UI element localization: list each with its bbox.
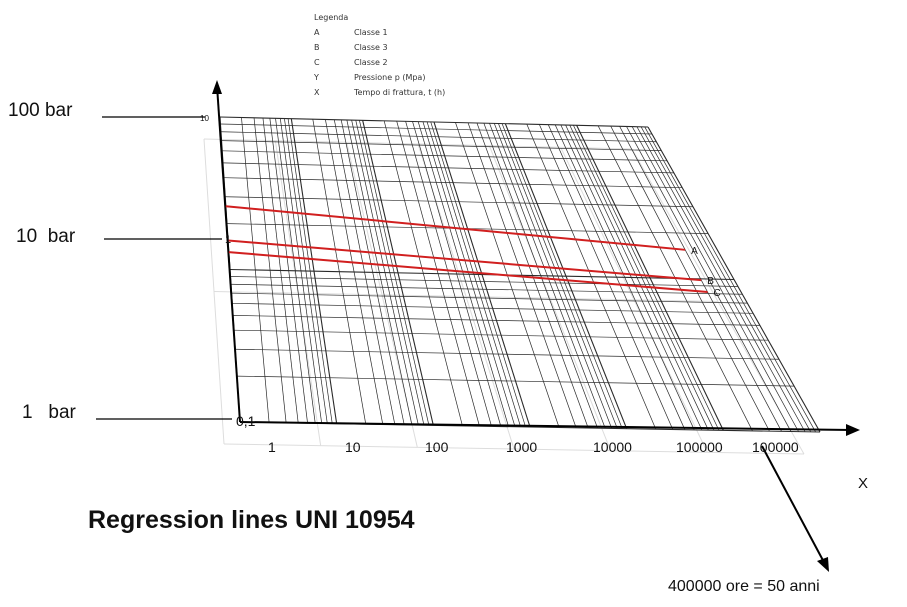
y-grid-line [236, 375, 795, 387]
y-grid-line [223, 177, 683, 189]
y-grid-line [223, 162, 674, 174]
y-grid-line [229, 268, 735, 281]
legend-text: Classe 2 [354, 58, 388, 67]
pressure-label-10-bar: 10 bar [16, 226, 76, 247]
y-axis-arrowhead [212, 80, 222, 94]
x-tick-label: 1 [268, 439, 276, 455]
pressure-label-100-bar: 100 bar [8, 100, 73, 121]
regression-line-c [228, 251, 708, 293]
y-grid-line [219, 116, 649, 128]
legend-text: Pressione p (Mpa) [354, 73, 426, 82]
x-tick-label: 100000 [676, 439, 723, 455]
x-tick-label: 100 [425, 439, 449, 455]
y-grid-line [221, 140, 662, 151]
x-tick-label: 10 [345, 439, 361, 455]
regression-line-b [228, 239, 702, 282]
y-grid-line [233, 329, 769, 341]
chart-title: Regression lines UNI 10954 [88, 506, 415, 534]
legend-row: C Classe 2 [314, 55, 445, 70]
y-grid-line [225, 196, 693, 208]
legend: Legenda A Classe 1 B Classe 3 C Classe 2… [314, 10, 445, 100]
shadow-grid-line [223, 443, 805, 455]
regression-line-a [225, 205, 686, 251]
time-arrow-head [817, 557, 829, 572]
legend-title: Legenda [314, 13, 349, 22]
y-tick-label: 10 [200, 114, 209, 123]
regression-series: A BC [225, 205, 721, 299]
legend-row: A Classe 1 [314, 25, 445, 40]
x-tick-label: 10000 [593, 439, 632, 455]
legend-key: C [314, 58, 320, 67]
legend-key: A [314, 28, 320, 37]
x-axis-line [239, 421, 853, 431]
legend-key: X [314, 88, 320, 97]
legend-row: B Classe 3 [314, 40, 445, 55]
shadow-grid-line [203, 138, 633, 150]
legend-text: Classe 3 [354, 43, 388, 52]
x-tick-label: 1000 [506, 439, 537, 455]
y-grid-line [230, 276, 738, 287]
chart-grid [219, 116, 821, 433]
grid-shadow [203, 138, 805, 455]
series-label-b: B [707, 276, 714, 287]
pressure-label-1-bar: 1 bar [22, 402, 76, 423]
x-tick-label: 100000 [752, 439, 799, 455]
shadow-grid-line [213, 291, 719, 302]
legend-text: Classe 1 [354, 28, 388, 37]
chart-axes [212, 80, 860, 572]
y-grid-line [220, 131, 657, 143]
y-grid-line [235, 348, 779, 360]
y-tick-label: 1 [225, 234, 231, 246]
legend-row: X Tempo di frattura, t (h) [314, 85, 445, 100]
y-tick-label: 0,1 [236, 413, 256, 429]
y-grid-line [220, 123, 652, 135]
y-grid-line [232, 302, 754, 314]
series-label-c: C [714, 288, 721, 299]
legend-key: Y [314, 73, 319, 82]
legend-key: B [314, 43, 320, 52]
x-axis-arrowhead [846, 424, 860, 436]
y-grid-line [233, 315, 760, 326]
time-arrow-line [761, 445, 827, 567]
y-grid-line [222, 150, 668, 162]
pressure-leader-lines [96, 116, 232, 420]
tick-labels: X 1 10 100 1000 10000 100000 100000 0,1 1 10 [200, 114, 868, 492]
series-label-a: A [691, 246, 698, 257]
y-grid-line [231, 292, 748, 304]
legend-text: Tempo di frattura, t (h) [354, 88, 446, 97]
legend-row: Y Pressione p (Mpa) [314, 70, 445, 85]
x-axis-label: X [858, 475, 868, 492]
y-grid-line [230, 283, 743, 295]
y-axis-line [216, 85, 241, 423]
time-note: 400000 ore = 50 anni [668, 578, 820, 595]
